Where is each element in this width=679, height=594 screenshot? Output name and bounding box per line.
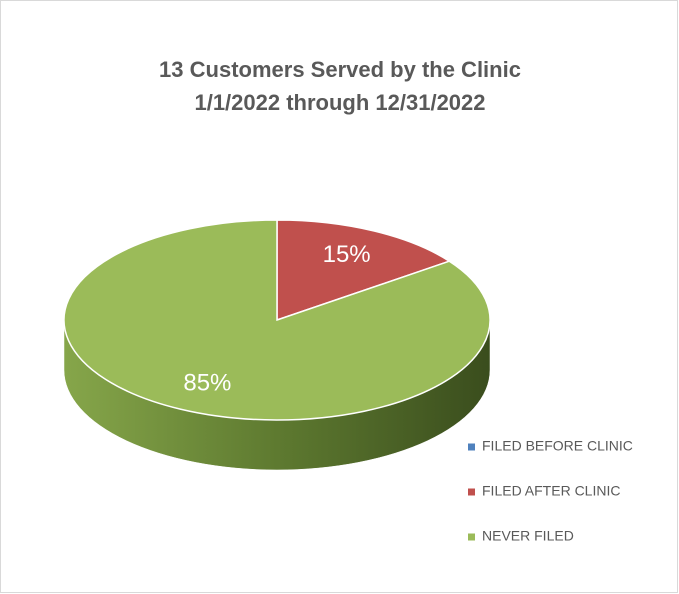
chart-subtitle: 1/1/2022 through 12/31/2022 — [194, 90, 485, 115]
slice — [276, 219, 452, 322]
chart-title: 13 Customers Served by the Clinic — [159, 57, 521, 82]
legend-swatch — [468, 533, 475, 541]
data-label: 15% — [323, 241, 371, 268]
legend-label: FILED BEFORE CLINIC — [482, 438, 633, 454]
legend-label: NEVER FILED — [482, 528, 574, 544]
data-label: 85% — [183, 369, 231, 396]
slice — [63, 219, 491, 421]
legend-swatch — [468, 488, 475, 496]
legend-swatch — [468, 443, 475, 451]
legend-label: FILED AFTER CLINIC — [482, 483, 620, 499]
